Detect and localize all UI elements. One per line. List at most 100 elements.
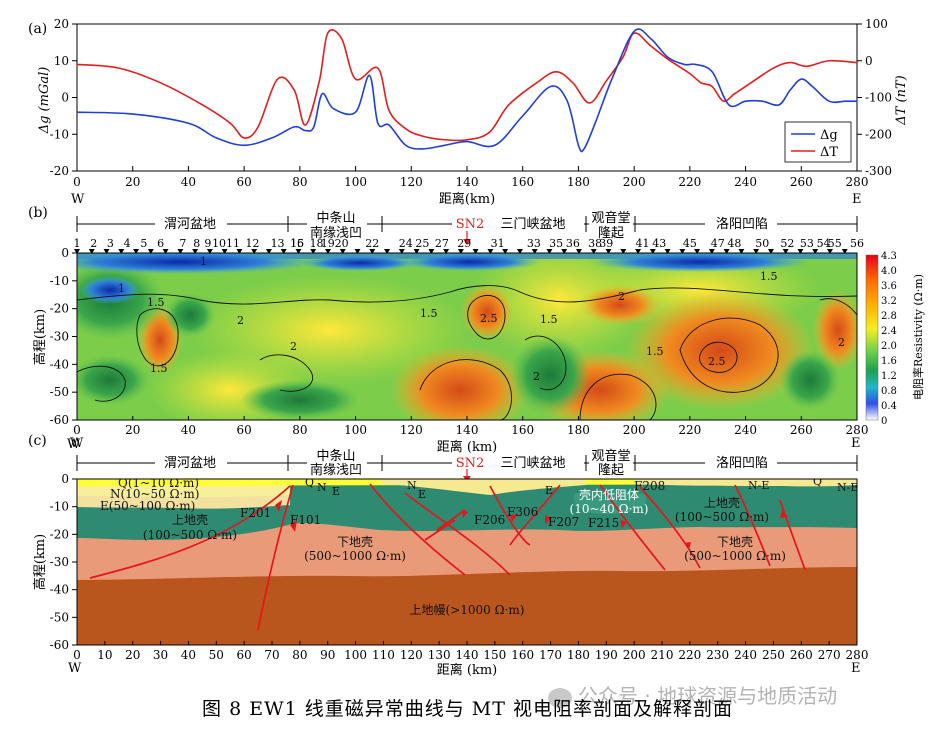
c-x-tick-label: 270 — [818, 648, 841, 662]
station-marker — [708, 249, 715, 254]
a-left-tick-label: 10 — [54, 54, 69, 68]
b-x-tick-label: 20 — [125, 423, 140, 437]
c-x-tick-label: 260 — [790, 648, 813, 662]
station-label: 36 — [566, 237, 580, 250]
station-label: 15 — [290, 237, 304, 250]
panel-a-east: E — [852, 192, 862, 207]
b-x-tick-label: 180 — [567, 423, 590, 437]
c-x-tick-label: 90 — [320, 648, 335, 662]
station-marker — [280, 249, 287, 254]
station-marker — [443, 249, 450, 254]
c-x-tick-label: 80 — [292, 648, 307, 662]
station-marker — [295, 249, 302, 254]
c-x-tick-label: 110 — [372, 648, 395, 662]
station-marker — [265, 249, 272, 254]
station-marker — [546, 249, 553, 254]
station-marker — [635, 249, 642, 254]
colorbar-scale — [865, 254, 879, 421]
svg-text:N: N — [407, 479, 417, 492]
label-q: Q(1~10 Ω·m) — [118, 476, 199, 490]
label-lower-crust-2: (500~1000 Ω·m) — [304, 549, 406, 563]
station-label: 55 — [828, 237, 842, 250]
panel-a-ylabel-left: Δg (mGal) — [37, 67, 52, 135]
station-marker — [502, 249, 509, 254]
b-x-tick-label: 260 — [790, 423, 813, 437]
a-x-tick-label: 20 — [125, 175, 140, 189]
panel-c-west-top: W — [67, 437, 81, 452]
station-marker — [324, 249, 331, 254]
c-x-tick-label: 150 — [483, 648, 506, 662]
label-lower-crust-1: 下地壳 — [337, 535, 373, 549]
panel-c-ylabel: 高程(km) — [32, 534, 48, 590]
svg-text:Q: Q — [305, 476, 314, 489]
svg-text:2: 2 — [290, 340, 297, 353]
a-x-tick-label: 280 — [846, 175, 869, 189]
svg-text:E: E — [418, 488, 426, 501]
svg-text:2: 2 — [838, 336, 845, 349]
b-depth-tick-label: -50 — [50, 385, 69, 399]
colorbar-tick-label: 4.0 — [881, 266, 897, 277]
fault-f101: F101 — [290, 513, 321, 527]
station-label: 5 — [140, 237, 147, 250]
colorbar-tick-label: 0.8 — [881, 386, 897, 397]
wechat-icon — [548, 687, 572, 708]
label-upper-crust-r2: (100~500 Ω·m) — [675, 510, 769, 524]
svg-text:2.5: 2.5 — [708, 355, 726, 368]
station-label: 16 — [290, 237, 304, 250]
station-label: 27 — [435, 237, 449, 250]
svg-text:N-E: N-E — [748, 479, 769, 492]
station-marker — [738, 249, 745, 254]
a-left-tick-label: 20 — [54, 17, 69, 31]
station-label: 53 — [800, 237, 814, 250]
a-x-tick-label: 120 — [400, 175, 423, 189]
watermark: 公众号 · 地球资源与地质活动 — [548, 680, 837, 709]
c-sn2-label: SN2 — [456, 456, 485, 471]
fault-arrows — [275, 500, 788, 550]
label-e: E(50~100 Ω·m) — [100, 499, 195, 513]
station-marker — [782, 249, 789, 254]
c-x-tick-label: 230 — [706, 648, 729, 662]
a-x-tick-label: 80 — [292, 175, 307, 189]
station-label: 33 — [527, 237, 541, 250]
c-x-tick-label: 20 — [125, 648, 140, 662]
station-marker — [133, 249, 140, 254]
station-label: 47 — [711, 237, 725, 250]
station-marker — [354, 249, 361, 254]
a-right-tick-label: -200 — [865, 127, 892, 141]
c-x-tick-label: 50 — [209, 648, 224, 662]
c-x-tick-label: 10 — [97, 648, 112, 662]
svg-text:E: E — [545, 484, 553, 497]
station-label: 10 — [212, 237, 226, 250]
colorbar-tick-label: 2.4 — [881, 326, 897, 337]
panel-a-right-ticks: 100 0 -100 -200 -300 — [857, 17, 892, 178]
colorbar-tick-label: 2.8 — [881, 311, 897, 322]
station-marker — [192, 249, 199, 254]
station-label: 2 — [90, 237, 97, 250]
station-label: 19 — [321, 237, 335, 250]
sn2-arrow-b — [463, 231, 471, 245]
station-label: 22 — [365, 237, 379, 250]
colorbar-title: 电阻率Resistivity (Ω·m) — [911, 274, 925, 400]
label-lower-crust-r1: 下地壳 — [717, 535, 753, 549]
station-marker — [413, 249, 420, 254]
station-marker — [369, 249, 376, 254]
b-depth-tick-label: -40 — [50, 357, 69, 371]
c-depth-tick-label: -40 — [50, 583, 69, 597]
c-x-tick-label: 220 — [678, 648, 701, 662]
station-marker — [162, 249, 169, 254]
c-unit-sanmenxia-basin: 三门峡盆地 — [500, 456, 565, 471]
station-marker — [723, 249, 730, 254]
panel-c: (c) W 渭河盆地 中条山 南缘浅凹 SN2 三门峡盆地 观音堂 隆起 洛阳凹… — [28, 433, 868, 678]
panel-a-x-ticks: 0 20 40 60 80 100 120 140 160 180 200 220 240 260 280 — [73, 166, 868, 189]
svg-text:N-E: N-E — [837, 481, 858, 494]
station-label: 12 — [246, 237, 260, 250]
c-x-tick-label: 160 — [511, 648, 534, 662]
station-label: 1 — [74, 237, 81, 250]
c-x-tick-label: 0 — [73, 648, 81, 662]
contour-labels: 1 1.5 2 2.5 1.5 1.5 2 2 2.5 1.5 1.5 1.5 … — [118, 255, 845, 383]
b-depth-tick-label: 0 — [61, 246, 69, 260]
svg-text:1: 1 — [118, 282, 125, 295]
unit-luoyang-depression: 洛阳凹陷 — [716, 217, 768, 232]
station-label: 4 — [124, 237, 131, 250]
